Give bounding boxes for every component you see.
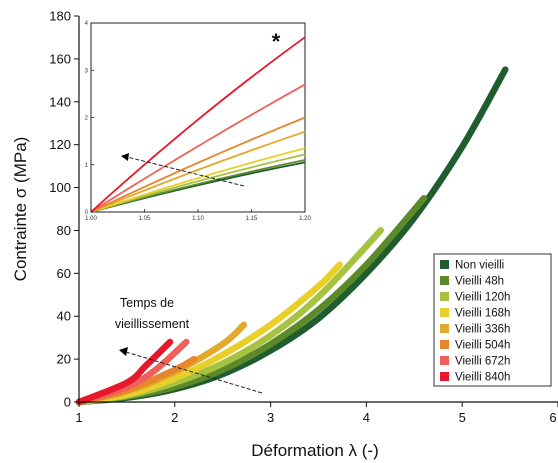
y-tick-label-8: 160 (49, 51, 71, 66)
y-tick-label-0: 0 (64, 395, 71, 410)
legend-swatch-2 (440, 292, 449, 301)
legend-swatch-4 (440, 324, 449, 333)
legend-swatch-3 (440, 308, 449, 317)
aging-time-annotation: Temps de vieillissement (115, 296, 263, 394)
y-axis-label: Contrainte σ (MPa) (11, 137, 30, 282)
inset-line-5 (90, 116, 306, 213)
x-tick-label-0: 1 (75, 410, 82, 425)
legend-label-3: Vieilli 168h (455, 308, 510, 320)
legend-swatch-5 (440, 340, 449, 349)
legend-swatch-6 (440, 356, 449, 365)
inset-x-tick-label-2: 1.10 (192, 216, 204, 222)
legend-label-6: Vieilli 672h (455, 356, 510, 368)
inset-y-tick-label-3: 3 (85, 68, 89, 74)
legend-label-5: Vieilli 504h (455, 340, 510, 352)
x-axis-label: Déformation λ (-) (251, 441, 379, 460)
inset-y-tick-label-4: 4 (85, 21, 89, 27)
inset-star-marker: * (272, 29, 281, 54)
main-series-group (75, 66, 509, 406)
annotation-line-1: Temps de (120, 296, 174, 310)
inset-line-7 (90, 36, 306, 213)
inset-y-tick-label-2: 2 (85, 116, 89, 122)
x-tick-label-2: 3 (267, 410, 274, 425)
legend-swatch-1 (440, 276, 449, 285)
y-tick-label-3: 60 (57, 266, 71, 281)
y-tick-label-7: 140 (49, 94, 71, 109)
series-line-7 (75, 338, 174, 406)
inset-y-tick-label-0: 0 (85, 210, 89, 216)
y-tick-label-1: 20 (57, 352, 71, 367)
inset-x-tick-label-4: 1.20 (299, 216, 311, 222)
annotation-line-2: vieillissement (115, 317, 190, 331)
legend: Non vieilli Vieilli 48h Vieilli 120h Vieill… (433, 253, 552, 387)
legend-label-7: Vieilli 840h (455, 372, 510, 384)
legend-label-1: Vieilli 48h (455, 276, 504, 288)
legend-swatch-0 (440, 260, 449, 269)
legend-label-0: Non vieilli (455, 260, 504, 272)
x-tick-label-5: 6 (549, 410, 556, 425)
inset-x-tick-label-1: 1.05 (139, 216, 151, 222)
inset-line-6 (90, 83, 306, 213)
x-tick-label-3: 4 (363, 410, 370, 425)
y-tick-label-2: 40 (57, 309, 71, 324)
annotation-arrow-head (119, 347, 128, 356)
y-tick-label-6: 120 (49, 137, 71, 152)
inset-arrow-head (121, 153, 129, 161)
inset-y-tick-label-1: 1 (85, 163, 89, 169)
inset-chart: 1.00 1.05 1.10 1.15 1.20 0 1 2 3 4 * (85, 21, 312, 222)
legend-swatch-7 (440, 372, 449, 381)
inset-x-tick-label-3: 1.15 (246, 216, 258, 222)
y-tick-label-9: 180 (49, 9, 71, 24)
legend-label-4: Vieilli 336h (455, 324, 510, 336)
inset-arrow-line (126, 156, 245, 187)
inset-line-4 (90, 130, 306, 213)
inset-line-3 (90, 147, 306, 213)
legend-label-2: Vieilli 120h (455, 292, 510, 304)
x-tick-label-4: 5 (459, 410, 466, 425)
inset-x-tick-label-0: 1.00 (85, 216, 97, 222)
legend-box (433, 253, 552, 387)
x-tick-label-1: 2 (171, 410, 178, 425)
y-tick-label-5: 100 (49, 180, 71, 195)
y-tick-label-4: 80 (57, 223, 71, 238)
